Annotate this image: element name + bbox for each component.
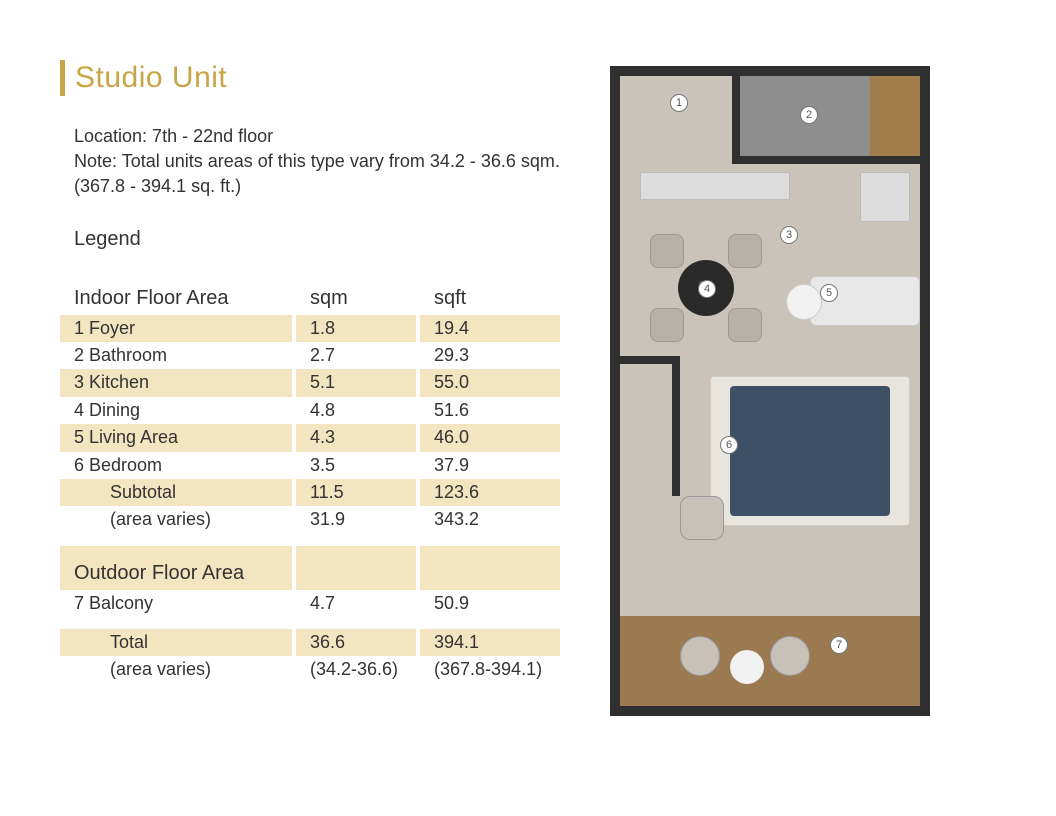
area-table: Indoor Floor Areasqmsqft 1 Foyer1.819.4 2 … (60, 271, 560, 684)
area-row-sqm: 4.8 (296, 397, 416, 424)
col-sqft: sqft (420, 271, 560, 315)
plan-chair (650, 234, 684, 268)
meta-block: Location: 7th - 22nd floor Note: Total u… (74, 124, 560, 200)
plan-label-3: 3 (780, 226, 798, 244)
col-sqm: sqm (296, 271, 416, 315)
total-sqm: 36.6 (296, 629, 416, 656)
area-row-sqm: 4.3 (296, 424, 416, 451)
plan-label-5: 5 (820, 284, 838, 302)
note-line: Note: Total units areas of this type var… (74, 149, 560, 199)
area-row-label: 5 Living Area (60, 424, 292, 451)
area-row-label: 4 Dining (60, 397, 292, 424)
floor-plan: 7 1 2 3 4 5 6 (610, 66, 930, 626)
subtotal-sqm: 11.5 (296, 479, 416, 506)
plan-label-7: 7 (830, 636, 848, 654)
plan-chair (728, 234, 762, 268)
plan-chair (728, 308, 762, 342)
plan-label-1: 1 (670, 94, 688, 112)
subtotal-label: Subtotal (60, 479, 292, 506)
area-row-sqm: 4.7 (296, 590, 416, 617)
total-varies-sqft: (367.8-394.1) (420, 656, 560, 683)
plan-armchair (680, 496, 724, 540)
area-row-sqft: 29.3 (420, 342, 560, 369)
total-label: Total (60, 629, 292, 656)
plan-wall (610, 356, 680, 364)
plan-wall (732, 76, 740, 164)
plan-wall (672, 356, 680, 496)
subtotal-varies-label: (area varies) (60, 506, 292, 533)
title-accent-bar (60, 60, 65, 96)
area-row-label: 6 Bedroom (60, 452, 292, 479)
area-row-label: 1 Foyer (60, 315, 292, 342)
page-title: Studio Unit (75, 61, 227, 95)
area-row-label: 7 Balcony (60, 590, 292, 617)
total-sqft: 394.1 (420, 629, 560, 656)
area-row-sqft: 50.9 (420, 590, 560, 617)
area-row-sqm: 5.1 (296, 369, 416, 396)
area-row-sqm: 2.7 (296, 342, 416, 369)
area-row-sqm: 1.8 (296, 315, 416, 342)
total-varies-label: (area varies) (60, 656, 292, 683)
location-line: Location: 7th - 22nd floor (74, 124, 560, 149)
legend-label: Legend (74, 228, 560, 251)
total-varies-sqm: (34.2-36.6) (296, 656, 416, 683)
plan-bed (730, 386, 890, 516)
subtotal-sqft: 123.6 (420, 479, 560, 506)
subtotal-varies-sqm: 31.9 (296, 506, 416, 533)
plan-balcony-table (730, 650, 764, 684)
area-row-label: 2 Bathroom (60, 342, 292, 369)
outdoor-header: Outdoor Floor Area (60, 546, 292, 590)
plan-closet-wood (870, 76, 920, 156)
plan-balcony: 7 (610, 616, 930, 716)
plan-coffee-table (786, 284, 822, 320)
plan-fridge (860, 172, 910, 222)
plan-balcony-chair (680, 636, 720, 676)
plan-label-2: 2 (800, 106, 818, 124)
floor-plan-panel: 7 1 2 3 4 5 6 (610, 60, 950, 684)
area-row-label: 3 Kitchen (60, 369, 292, 396)
plan-chair (650, 308, 684, 342)
plan-wall (740, 156, 920, 164)
subtotal-varies-sqft: 343.2 (420, 506, 560, 533)
area-row-sqft: 19.4 (420, 315, 560, 342)
area-row-sqm: 3.5 (296, 452, 416, 479)
plan-label-6: 6 (720, 436, 738, 454)
plan-balcony-chair (770, 636, 810, 676)
plan-label-4: 4 (698, 280, 716, 298)
area-row-sqft: 37.9 (420, 452, 560, 479)
info-panel: Studio Unit Location: 7th - 22nd floor N… (60, 60, 560, 684)
area-row-sqft: 46.0 (420, 424, 560, 451)
plan-kitchen-counter (640, 172, 790, 200)
area-row-sqft: 55.0 (420, 369, 560, 396)
area-row-sqft: 51.6 (420, 397, 560, 424)
indoor-header: Indoor Floor Area (60, 271, 292, 315)
